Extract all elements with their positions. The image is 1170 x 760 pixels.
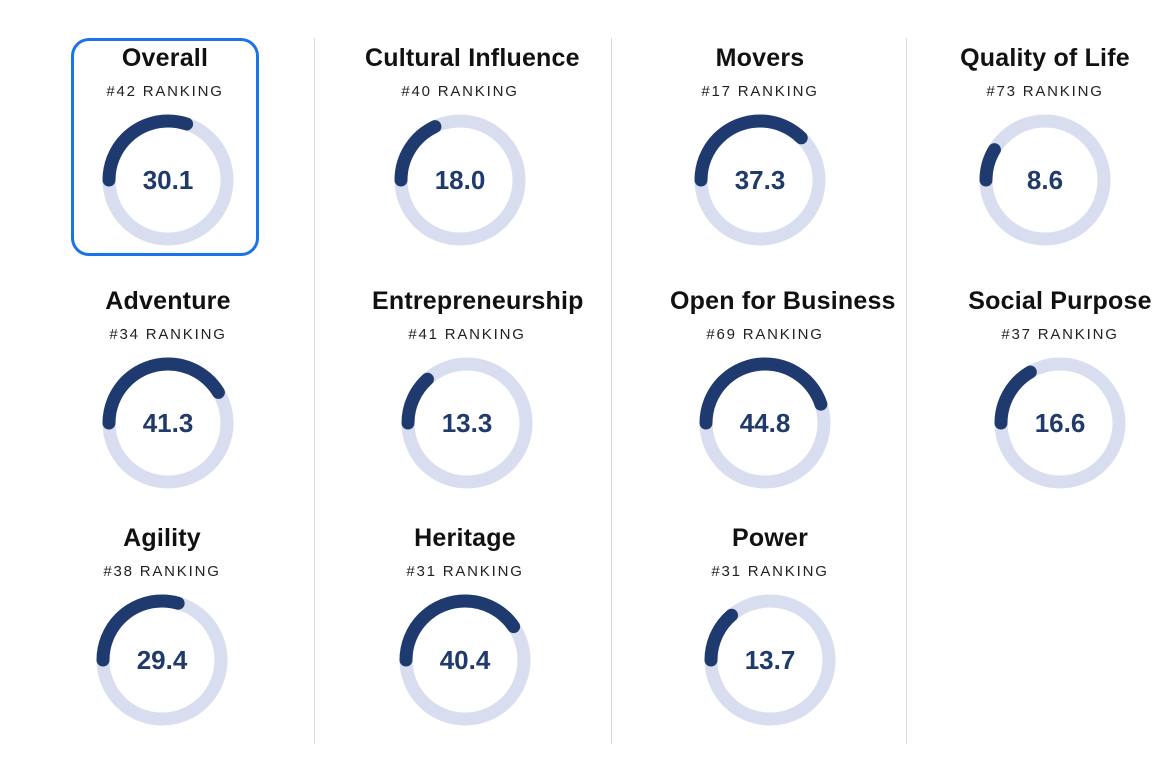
gauge-fill-arc <box>102 357 234 489</box>
metric-card-social-purpose[interactable]: Social Purpose #37 RANKING 16.6 <box>965 281 1155 501</box>
score-gauge: 8.6 <box>979 114 1111 246</box>
gauge-fill-arc <box>979 114 1111 246</box>
metric-title: Cultural Influence <box>365 44 580 72</box>
gauge-fill-arc <box>704 594 836 726</box>
gauge-fill-arc <box>102 114 234 246</box>
metric-card-power[interactable]: Power #31 RANKING 13.7 <box>675 518 865 738</box>
metric-ranking: #34 RANKING <box>109 326 227 343</box>
score-value: 41.3 <box>143 408 194 438</box>
score-gauge: 13.7 <box>704 594 836 726</box>
column-divider <box>314 38 315 744</box>
metric-card-agility[interactable]: Agility #38 RANKING 29.4 <box>67 518 257 738</box>
metric-title: Power <box>731 524 809 552</box>
metric-card-overall[interactable]: Overall #42 RANKING 30.1 <box>71 38 259 256</box>
metric-ranking: #31 RANKING <box>711 563 829 580</box>
score-value: 13.7 <box>745 645 796 675</box>
metric-ranking: #17 RANKING <box>701 83 819 100</box>
gauge-fill-arc <box>699 357 831 489</box>
score-gauge: 40.4 <box>399 594 531 726</box>
metric-ranking: #42 RANKING <box>106 83 224 100</box>
column-divider <box>906 38 907 744</box>
metric-card-quality-of-life[interactable]: Quality of Life #73 RANKING 8.6 <box>950 38 1140 258</box>
score-gauge: 41.3 <box>102 357 234 489</box>
metric-ranking: #37 RANKING <box>1001 326 1119 343</box>
metric-title: Quality of Life <box>960 44 1130 72</box>
score-gauge: 30.1 <box>102 114 234 246</box>
metric-ranking: #41 RANKING <box>408 326 526 343</box>
score-gauge: 37.3 <box>694 114 826 246</box>
score-gauge: 13.3 <box>401 357 533 489</box>
metric-title: Movers <box>715 44 805 72</box>
gauge-fill-arc <box>394 114 526 246</box>
metric-card-movers[interactable]: Movers #17 RANKING 37.3 <box>665 38 855 258</box>
metric-card-heritage[interactable]: Heritage #31 RANKING 40.4 <box>370 518 560 738</box>
score-value: 40.4 <box>440 645 491 675</box>
metric-title: Entrepreneurship <box>372 287 584 315</box>
metric-title: Agility <box>123 524 201 552</box>
score-gauge: 44.8 <box>699 357 831 489</box>
score-value: 37.3 <box>735 165 786 195</box>
column-divider <box>611 38 612 744</box>
metric-ranking: #38 RANKING <box>103 563 221 580</box>
metric-ranking: #69 RANKING <box>706 326 824 343</box>
gauge-fill-arc <box>401 357 533 489</box>
gauge-fill-arc <box>694 114 826 246</box>
score-value: 29.4 <box>137 645 188 675</box>
score-value: 8.6 <box>1027 165 1063 195</box>
metric-card-adventure[interactable]: Adventure #34 RANKING 41.3 <box>73 281 263 501</box>
metric-title: Adventure <box>105 287 231 315</box>
gauge-fill-arc <box>399 594 531 726</box>
score-value: 13.3 <box>442 408 493 438</box>
metric-card-open-for-business[interactable]: Open for Business #69 RANKING 44.8 <box>670 281 896 501</box>
metric-ranking: #40 RANKING <box>401 83 519 100</box>
metric-card-entrepreneurship[interactable]: Entrepreneurship #41 RANKING 13.3 <box>372 281 584 501</box>
score-gauge: 16.6 <box>994 357 1126 489</box>
score-gauge: 18.0 <box>394 114 526 246</box>
metric-ranking: #73 RANKING <box>986 83 1104 100</box>
score-value: 16.6 <box>1035 408 1086 438</box>
metric-title: Social Purpose <box>968 287 1152 315</box>
metric-ranking: #31 RANKING <box>406 563 524 580</box>
gauge-fill-arc <box>994 357 1126 489</box>
score-gauge: 29.4 <box>96 594 228 726</box>
metric-title: Open for Business <box>670 287 896 315</box>
score-value: 44.8 <box>740 408 791 438</box>
gauge-fill-arc <box>96 594 228 726</box>
metric-title: Overall <box>121 44 209 72</box>
metric-title: Heritage <box>414 524 516 552</box>
metric-card-cultural-influence[interactable]: Cultural Influence #40 RANKING 18.0 <box>365 38 580 258</box>
score-value: 30.1 <box>143 165 194 195</box>
score-value: 18.0 <box>435 165 486 195</box>
